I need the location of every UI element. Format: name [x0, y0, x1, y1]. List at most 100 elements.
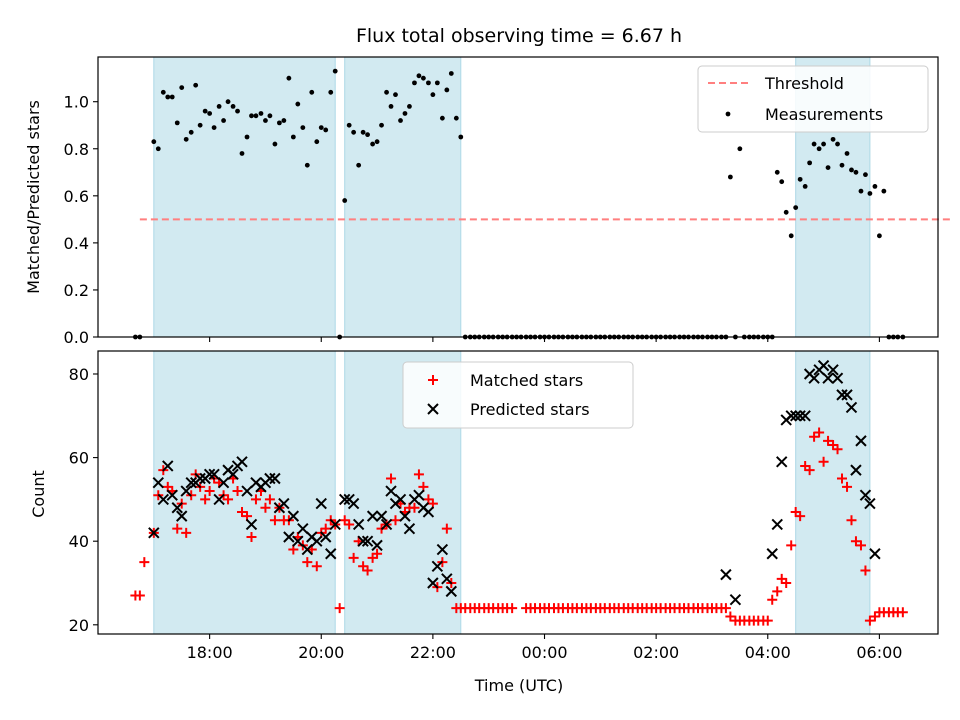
top-y-ticks: 0.0 0.2 0.4 0.6 0.8 1.0 [64, 93, 98, 347]
measurement-point-157 [872, 184, 878, 189]
measurement-point-149 [835, 141, 840, 147]
matched-star-point-14 [200, 494, 211, 505]
predicted-star-point-37 [320, 531, 332, 543]
bottom-xtick-label-1: 20:00 [298, 643, 344, 662]
predicted-star-point-21 [245, 518, 258, 531]
bottom-legend-box [402, 361, 634, 429]
measurement-point-138 [783, 209, 789, 215]
measurement-point-154 [858, 188, 864, 194]
predicted-star-point-81 [836, 389, 848, 401]
measurement-point-33 [295, 101, 301, 107]
predicted-star-point-26 [269, 472, 281, 485]
top-legend-box [697, 65, 929, 133]
bottom-xtick-label-0: 18:00 [187, 643, 233, 662]
matched-star-point-140 [795, 511, 806, 522]
predicted-star-point-4 [166, 489, 178, 501]
top-ytick-label-5: 1.0 [64, 93, 89, 112]
predicted-star-point-49 [380, 518, 393, 531]
measurement-point-34 [300, 125, 306, 130]
top-legend: Threshold Measurements [697, 65, 929, 133]
measurement-point-48 [365, 132, 370, 138]
predicted-star-point-50 [385, 485, 397, 497]
measurement-point-38 [318, 125, 324, 130]
measurement-point-63 [434, 80, 440, 86]
observing-window-0 [153, 56, 336, 338]
measurement-point-50 [374, 139, 380, 145]
predicted-stars-points [148, 359, 881, 606]
predicted-star-point-44 [357, 535, 369, 547]
predicted-star-point-20 [241, 485, 253, 497]
predicted-star-point-84 [850, 464, 862, 476]
predicted-star-point-85 [855, 435, 867, 447]
predicted-star-point-77 [817, 359, 830, 372]
bottom-legend: Matched stars Predicted stars [402, 361, 634, 429]
predicted-star-point-64 [720, 568, 732, 581]
measurement-point-17 [221, 118, 226, 123]
legend-matched-label: Matched stars [470, 371, 583, 390]
predicted-star-point-33 [301, 543, 314, 556]
measurement-point-49 [370, 141, 376, 147]
predicted-star-point-65 [729, 594, 742, 606]
measurement-point-22 [244, 134, 250, 140]
measurement-point-156 [867, 191, 873, 196]
measurement-point-26 [263, 118, 268, 123]
bottom-xtick-label-3: 00:00 [521, 643, 567, 662]
measurement-point-61 [426, 80, 431, 86]
measurement-point-126 [727, 174, 733, 180]
predicted-star-point-39 [329, 518, 341, 531]
matched-star-point-162 [897, 607, 908, 618]
legend-measurements-swatch [725, 111, 731, 117]
predicted-star-point-2 [157, 493, 170, 506]
measurement-point-5 [165, 94, 171, 100]
matched-star-point-133 [762, 615, 773, 626]
measurement-point-25 [258, 111, 264, 116]
matched-star-point-49 [362, 565, 373, 576]
measurement-point-21 [239, 151, 245, 156]
matched-star-point-138 [786, 540, 797, 551]
matched-star-point-145 [818, 456, 829, 467]
predicted-star-point-61 [436, 543, 449, 556]
measurement-point-57 [407, 104, 412, 109]
measurement-point-43 [342, 198, 348, 203]
measurement-point-147 [825, 165, 831, 170]
bottom-xtick-label-6: 06:00 [856, 643, 902, 662]
matched-star-point-46 [348, 552, 359, 563]
measurement-point-148 [830, 136, 836, 142]
matched-star-point-27 [260, 502, 271, 513]
predicted-star-point-42 [347, 497, 360, 510]
predicted-star-point-46 [366, 510, 379, 522]
measurement-point-4 [160, 89, 166, 95]
predicted-star-point-80 [831, 372, 844, 384]
measurement-point-62 [430, 92, 436, 98]
observing-window-2 [795, 350, 871, 635]
top-ytick-label-2: 0.4 [64, 234, 89, 253]
predicted-star-point-88 [869, 548, 881, 560]
matched-star-point-144 [814, 427, 825, 438]
measurement-point-45 [351, 129, 357, 135]
matched-star-point-154 [860, 565, 871, 576]
predicted-star-point-31 [292, 535, 304, 547]
bottom-x-ticks: 18:00 20:00 22:00 00:00 02:00 04:00 06:00 [187, 634, 902, 662]
measurement-point-54 [393, 92, 398, 98]
measurement-point-52 [384, 89, 389, 95]
legend-predicted-label: Predicted stars [470, 400, 590, 419]
bottom-xtick-label-2: 22:00 [410, 643, 456, 662]
matched-star-point-60 [413, 469, 424, 480]
measurement-point-31 [286, 75, 292, 81]
measurement-point-35 [304, 162, 310, 168]
predicted-star-point-13 [208, 468, 220, 481]
measurement-point-142 [802, 184, 808, 189]
legend-threshold-label: Threshold [764, 74, 844, 93]
measurement-point-150 [839, 162, 845, 168]
measurement-point-58 [412, 80, 417, 86]
matched-star-point-15 [204, 486, 215, 497]
x-axis-label: Time (UTC) [474, 676, 563, 695]
bottom-ytick-label-0: 20 [69, 616, 89, 635]
measurement-point-56 [402, 111, 408, 116]
predicted-star-point-70 [785, 410, 797, 422]
legend-measurements-label: Measurements [765, 105, 883, 124]
predicted-star-point-14 [213, 493, 225, 506]
measurement-point-55 [398, 118, 403, 123]
predicted-star-point-7 [180, 485, 192, 497]
